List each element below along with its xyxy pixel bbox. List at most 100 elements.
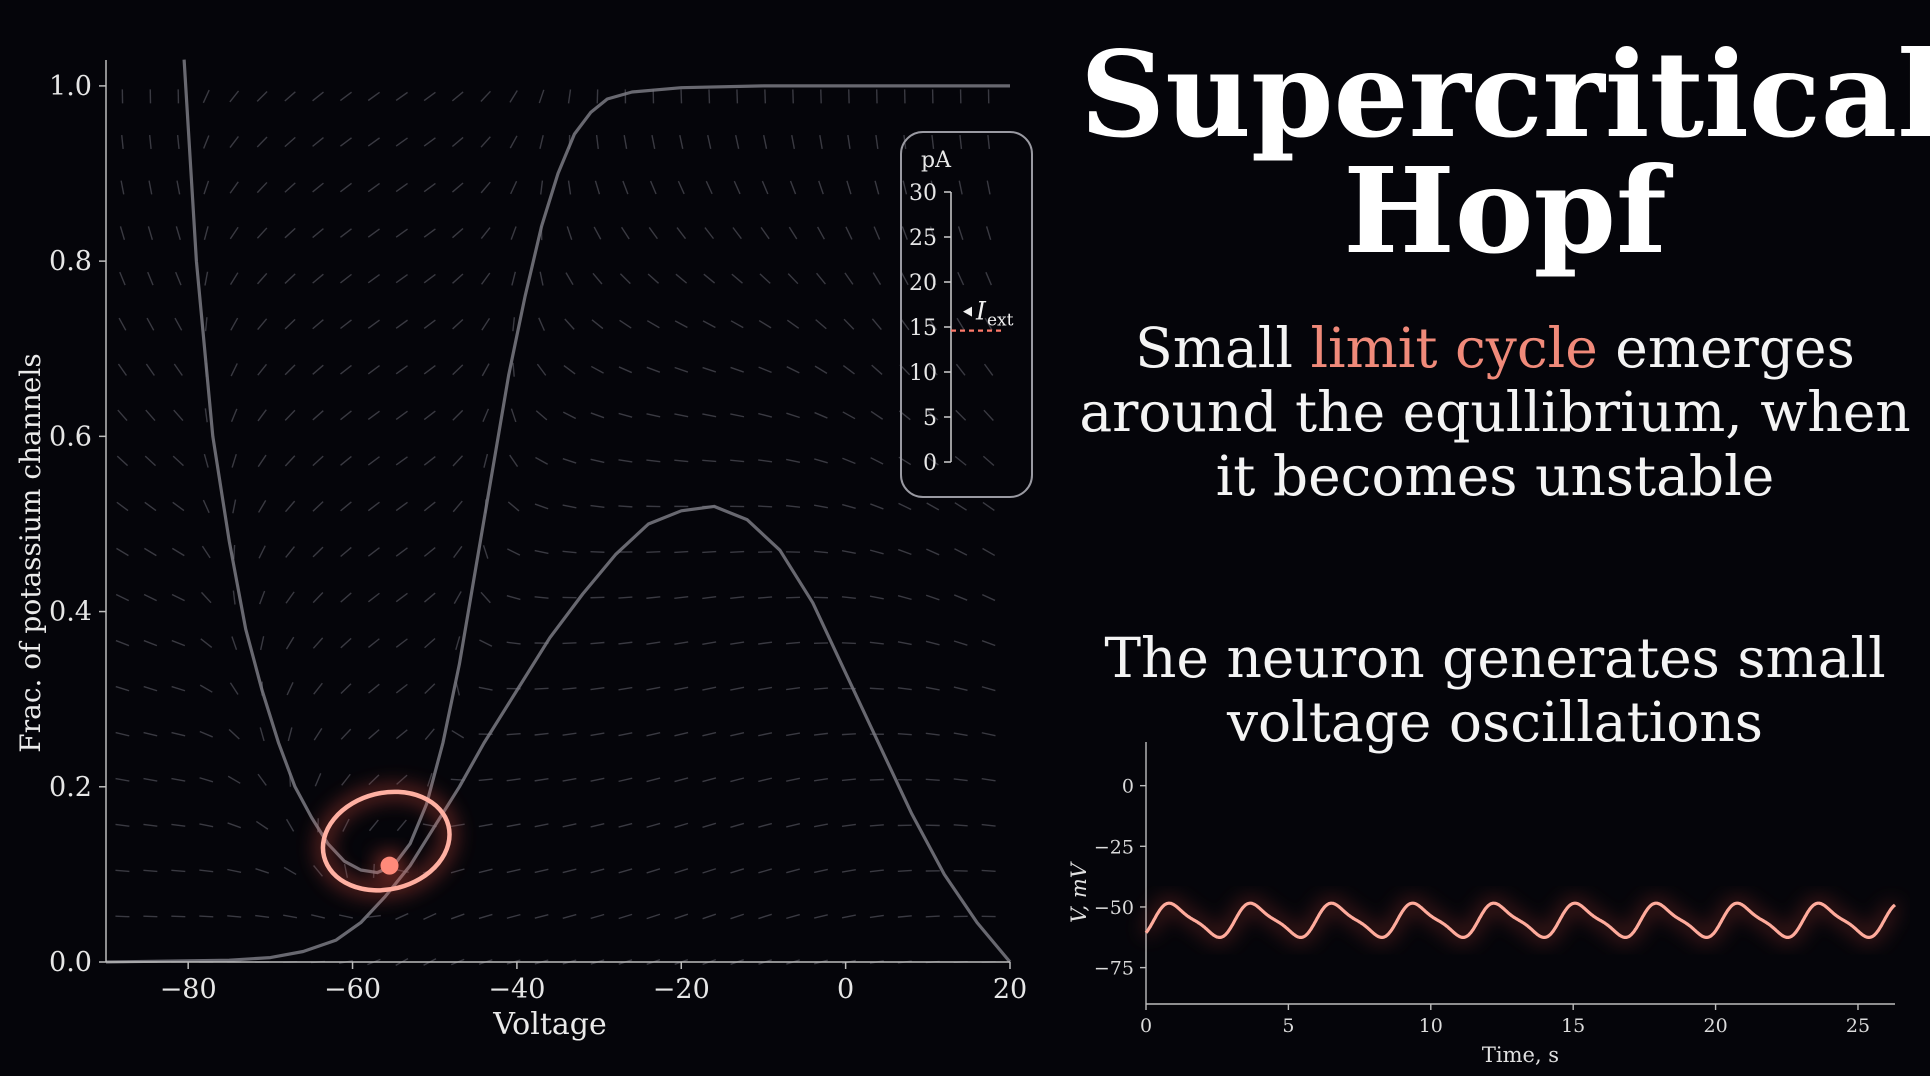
field-arrow bbox=[172, 501, 185, 512]
field-arrow bbox=[702, 913, 717, 920]
field-arrow bbox=[283, 914, 298, 919]
field-arrow bbox=[707, 134, 712, 149]
field-arrow bbox=[480, 181, 491, 194]
ts-x-tick-label: 20 bbox=[1703, 1015, 1727, 1037]
field-arrow bbox=[230, 408, 238, 423]
field-arrow bbox=[730, 550, 745, 554]
field-arrow bbox=[646, 913, 661, 920]
field-arrow bbox=[927, 363, 938, 376]
field-arrow bbox=[367, 547, 380, 557]
field-arrow bbox=[702, 686, 717, 691]
field-arrow bbox=[340, 728, 352, 740]
ts-x-tick-label: 5 bbox=[1282, 1015, 1294, 1037]
field-arrow bbox=[506, 595, 521, 601]
field-arrow bbox=[478, 686, 493, 691]
field-arrow bbox=[590, 777, 605, 782]
field-arrow bbox=[786, 868, 800, 874]
field-arrow bbox=[143, 915, 158, 918]
field-arrow bbox=[957, 271, 965, 286]
field-arrow bbox=[506, 641, 521, 645]
field-arrow bbox=[115, 823, 130, 827]
field-arrow bbox=[395, 228, 408, 238]
field-arrow bbox=[144, 547, 157, 557]
field-arrow bbox=[646, 596, 661, 599]
field-arrow bbox=[201, 545, 211, 559]
field-arrow bbox=[786, 777, 801, 782]
field-arrow bbox=[174, 317, 183, 331]
field-arrow bbox=[786, 641, 801, 645]
field-arrow bbox=[171, 593, 185, 602]
field-arrow bbox=[313, 865, 324, 877]
field-arrow bbox=[395, 683, 408, 694]
field-arrow bbox=[115, 915, 130, 918]
field-arrow bbox=[758, 319, 772, 329]
field-arrow bbox=[283, 866, 297, 876]
ts-x-tick-label: 25 bbox=[1846, 1015, 1870, 1037]
field-arrow bbox=[897, 733, 912, 736]
field-arrow bbox=[340, 501, 352, 512]
field-arrow bbox=[145, 363, 155, 376]
field-arrow bbox=[455, 636, 461, 651]
field-arrow bbox=[395, 365, 408, 375]
field-arrow bbox=[424, 683, 436, 695]
field-arrow bbox=[618, 641, 633, 645]
field-arrow bbox=[846, 180, 852, 195]
field-arrow bbox=[342, 818, 350, 832]
field-arrow bbox=[395, 410, 408, 420]
field-arrow bbox=[478, 868, 493, 874]
field-arrow bbox=[618, 686, 633, 691]
vector-field bbox=[115, 89, 996, 966]
field-arrow bbox=[902, 180, 908, 195]
field-arrow bbox=[618, 777, 633, 783]
field-arrow bbox=[567, 89, 572, 104]
limit-cycle bbox=[317, 786, 455, 896]
field-arrow bbox=[758, 459, 773, 463]
field-arrow bbox=[148, 180, 153, 195]
x-tick-label: −40 bbox=[488, 974, 545, 1005]
field-arrow bbox=[871, 318, 882, 331]
field-arrow bbox=[534, 503, 549, 510]
ts-x-tick-label: 10 bbox=[1419, 1015, 1443, 1037]
field-arrow bbox=[204, 408, 208, 423]
field-arrow bbox=[702, 459, 717, 463]
field-arrow bbox=[481, 363, 490, 377]
field-arrow bbox=[423, 592, 436, 603]
field-arrow bbox=[594, 180, 601, 195]
field-arrow bbox=[284, 318, 296, 330]
field-arrow bbox=[147, 226, 154, 241]
field-arrow bbox=[788, 226, 798, 240]
field-arrow bbox=[367, 228, 380, 238]
field-arrow bbox=[146, 317, 155, 331]
field-arrow bbox=[931, 134, 935, 150]
field-arrow bbox=[786, 412, 800, 419]
y-tick-label: 1.0 bbox=[49, 71, 92, 102]
field-arrow bbox=[453, 545, 463, 559]
field-arrow bbox=[646, 366, 661, 373]
field-arrow bbox=[231, 636, 238, 650]
field-arrow bbox=[869, 687, 884, 690]
field-arrow bbox=[452, 364, 464, 376]
field-arrow bbox=[366, 914, 381, 918]
field-arrow bbox=[562, 411, 577, 420]
field-arrow bbox=[562, 687, 577, 691]
field-arrow bbox=[562, 823, 577, 828]
field-arrow bbox=[925, 778, 940, 781]
field-arrow bbox=[926, 502, 940, 511]
field-arrow bbox=[734, 134, 740, 149]
field-arrow bbox=[231, 453, 237, 468]
field-arrow bbox=[423, 547, 436, 557]
field-arrow bbox=[115, 777, 130, 782]
field-arrow bbox=[929, 272, 937, 286]
field-arrow bbox=[704, 227, 715, 240]
field-arrow bbox=[284, 409, 296, 421]
field-arrow bbox=[619, 319, 632, 329]
field-arrow bbox=[562, 550, 577, 554]
field-arrow bbox=[229, 181, 239, 194]
field-arrow bbox=[900, 318, 910, 331]
field-arrow bbox=[199, 777, 214, 783]
field-arrow bbox=[730, 459, 745, 463]
field-arrow bbox=[312, 228, 324, 239]
field-arrow bbox=[897, 595, 912, 601]
